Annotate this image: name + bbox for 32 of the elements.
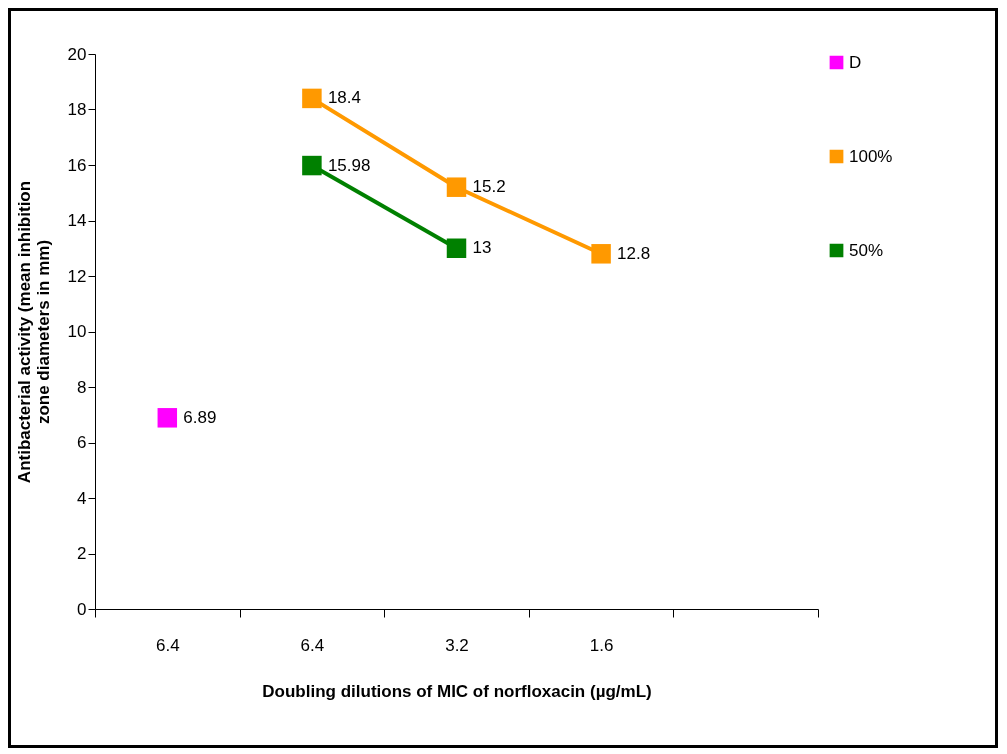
point [157, 408, 178, 428]
y-tick-label: 20 [67, 44, 87, 64]
y-tick-label: 4 [77, 488, 87, 508]
y-tick-label: 6 [77, 433, 87, 452]
point [591, 244, 611, 264]
legend-label: 100% [849, 146, 893, 166]
data-label: 18.4 [327, 88, 361, 108]
data-label: 13 [472, 238, 492, 258]
y-tick-label: 0 [77, 599, 87, 619]
y-tick-label: 10 [67, 322, 87, 341]
x-tick-label: 6.4 [155, 635, 180, 655]
x-axis-title: Doubling dilutions of MIC of norfloxacin (µg/mL) [262, 681, 652, 701]
legend-label: 50% [849, 240, 884, 260]
y-tick-label: 16 [67, 155, 87, 175]
x-tick-label: 3.2 [445, 635, 469, 655]
y-tick-label: 8 [77, 377, 87, 397]
y-tick-label: 14 [67, 211, 87, 230]
x-tick-label: 6.4 [300, 635, 325, 655]
point [446, 177, 467, 197]
data-label: 15.98 [327, 155, 371, 175]
y-tick-label: 12 [67, 266, 87, 286]
point [446, 238, 467, 258]
data-label: 12.8 [617, 243, 651, 263]
data-label: 6.89 [183, 407, 217, 427]
y-tick-label: 18 [67, 100, 87, 119]
x-tick-label: 1.6 [589, 635, 614, 655]
legend-label: D [849, 52, 862, 72]
point [302, 155, 322, 176]
y-tick-label: 2 [77, 544, 87, 563]
point [302, 88, 322, 109]
y-axis-title: Antibacterial activity (mean inhibition zone diameters in mm) [14, 180, 53, 484]
data-label: 15.2 [472, 177, 506, 197]
